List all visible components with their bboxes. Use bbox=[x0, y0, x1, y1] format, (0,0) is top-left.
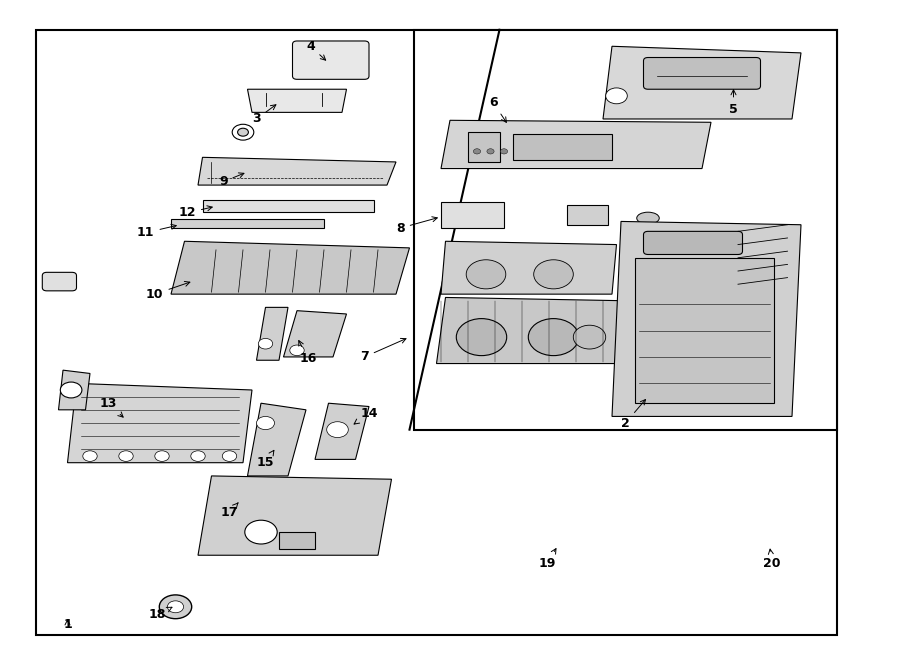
Text: 7: 7 bbox=[360, 338, 406, 364]
Polygon shape bbox=[248, 89, 346, 112]
Circle shape bbox=[290, 345, 304, 356]
Polygon shape bbox=[248, 403, 306, 476]
Circle shape bbox=[119, 451, 133, 461]
Bar bbox=[567, 205, 608, 225]
Polygon shape bbox=[436, 297, 626, 364]
Text: 11: 11 bbox=[137, 224, 176, 239]
Circle shape bbox=[258, 338, 273, 349]
Polygon shape bbox=[441, 241, 616, 294]
Text: 13: 13 bbox=[99, 397, 123, 417]
Polygon shape bbox=[284, 311, 346, 357]
Text: 20: 20 bbox=[763, 549, 781, 570]
Circle shape bbox=[155, 451, 169, 461]
Bar bbox=[634, 258, 774, 403]
Bar bbox=[36, 30, 837, 635]
Text: 14: 14 bbox=[354, 407, 378, 424]
FancyBboxPatch shape bbox=[42, 272, 76, 291]
Text: 18: 18 bbox=[148, 607, 172, 621]
Polygon shape bbox=[603, 46, 801, 119]
Circle shape bbox=[456, 319, 507, 356]
Polygon shape bbox=[441, 120, 711, 169]
Text: 9: 9 bbox=[219, 173, 244, 188]
FancyBboxPatch shape bbox=[644, 58, 760, 89]
Circle shape bbox=[167, 601, 184, 613]
Polygon shape bbox=[198, 476, 392, 555]
Circle shape bbox=[327, 422, 348, 438]
Circle shape bbox=[245, 520, 277, 544]
Circle shape bbox=[500, 149, 508, 154]
Circle shape bbox=[222, 451, 237, 461]
Circle shape bbox=[487, 149, 494, 154]
Polygon shape bbox=[198, 157, 396, 185]
Bar bbox=[279, 532, 315, 549]
Circle shape bbox=[191, 451, 205, 461]
Text: 10: 10 bbox=[146, 282, 190, 301]
Polygon shape bbox=[612, 221, 801, 416]
Polygon shape bbox=[68, 383, 252, 463]
Circle shape bbox=[528, 319, 579, 356]
Text: 17: 17 bbox=[220, 503, 238, 519]
Polygon shape bbox=[441, 202, 504, 228]
Text: 3: 3 bbox=[252, 104, 276, 126]
Text: 16: 16 bbox=[299, 340, 317, 365]
Text: 4: 4 bbox=[306, 40, 326, 60]
Bar bbox=[468, 132, 500, 162]
Bar bbox=[513, 134, 612, 160]
Circle shape bbox=[83, 451, 97, 461]
Circle shape bbox=[232, 124, 254, 140]
FancyBboxPatch shape bbox=[644, 231, 742, 254]
Polygon shape bbox=[256, 307, 288, 360]
Polygon shape bbox=[315, 403, 369, 459]
Circle shape bbox=[60, 382, 82, 398]
Bar bbox=[414, 30, 837, 430]
Polygon shape bbox=[171, 241, 410, 294]
Polygon shape bbox=[58, 370, 90, 410]
Circle shape bbox=[159, 595, 192, 619]
Circle shape bbox=[473, 149, 481, 154]
Text: 15: 15 bbox=[256, 450, 274, 469]
Polygon shape bbox=[202, 200, 374, 212]
Text: 12: 12 bbox=[178, 206, 212, 219]
Ellipse shape bbox=[637, 212, 659, 224]
Circle shape bbox=[573, 325, 606, 349]
Text: 2: 2 bbox=[621, 399, 645, 430]
Text: 19: 19 bbox=[538, 549, 556, 570]
Text: 1: 1 bbox=[63, 618, 72, 631]
Text: 8: 8 bbox=[396, 217, 437, 235]
Circle shape bbox=[256, 416, 274, 430]
Circle shape bbox=[466, 260, 506, 289]
FancyBboxPatch shape bbox=[292, 41, 369, 79]
Polygon shape bbox=[171, 219, 324, 228]
Circle shape bbox=[238, 128, 248, 136]
Circle shape bbox=[606, 88, 627, 104]
Circle shape bbox=[534, 260, 573, 289]
Text: 6: 6 bbox=[489, 96, 507, 122]
Text: 5: 5 bbox=[729, 90, 738, 116]
